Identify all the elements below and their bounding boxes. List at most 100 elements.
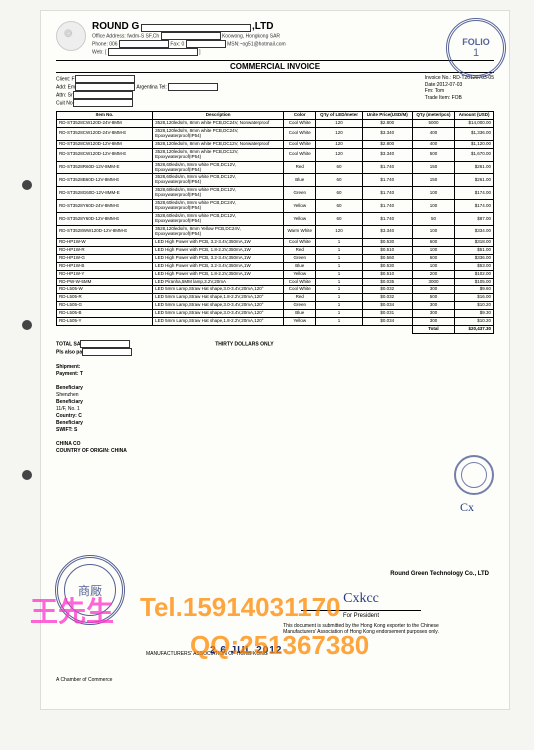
footer-block: TOTAL SA THIRTY DOLLARS ONLY Pls also pa… xyxy=(56,340,494,455)
table-cell: 60 xyxy=(316,200,362,213)
table-cell: Yellow xyxy=(284,318,316,326)
table-cell: 3528,120leds/m, 8mm white PCB,DC24V, Non… xyxy=(153,119,284,127)
table-cell: $336.00 xyxy=(455,254,494,262)
table-cell: RD-ST3528CW120D-12V-8MM-E xyxy=(57,148,153,161)
table-cell: LED 5mm Lamp,Straw Hat shape,1.8-2.2V,20… xyxy=(153,294,284,302)
shenzhen-line: Shenzhen xyxy=(56,392,494,399)
col-header: Color xyxy=(284,112,316,120)
table-cell: 50 xyxy=(412,213,454,226)
table-cell: 3528,120leds/m, 8mm white PCB,DC12V, Epo… xyxy=(153,148,284,161)
table-cell: $1,336.00 xyxy=(455,127,494,140)
folio-label: FOLIO xyxy=(462,37,490,47)
total-say-label: TOTAL SA xyxy=(56,341,80,347)
table-cell: Green xyxy=(284,254,316,262)
table-cell: RD-ST3528WW120D-12V-8MM-E xyxy=(57,225,153,238)
table-cell: Blue xyxy=(284,262,316,270)
col-header: Description xyxy=(153,112,284,120)
table-cell: Cool White xyxy=(284,119,316,127)
table-cell: Cool White xyxy=(284,140,316,148)
document-title: COMMERCIAL INVOICE xyxy=(56,60,494,73)
total-amount: $20,437.30 xyxy=(455,326,494,334)
table-cell: $2.800 xyxy=(362,140,412,148)
table-cell: $87.00 xyxy=(455,213,494,226)
table-cell: $9.60 xyxy=(455,286,494,294)
table-cell: $261.00 xyxy=(455,161,494,174)
table-row: RD-ST3528CW120D-12V-8MM-E3528,120leds/m,… xyxy=(57,148,494,161)
argentina-tel: Argentina Tel: xyxy=(136,84,166,90)
table-row: RD-HP1W-RLED High Power with PCB, 1.8-2.… xyxy=(57,246,494,254)
table-cell: 3528,120leds/m, 8mm white PCB,DC12V, Non… xyxy=(153,140,284,148)
table-cell: 500 xyxy=(412,294,454,302)
table-cell: RD-ST3528Y60D-24V-8MM-E xyxy=(57,200,153,213)
table-cell: $1.740 xyxy=(362,174,412,187)
cuit-label: Cuit No xyxy=(56,100,73,106)
table-cell: Green xyxy=(284,302,316,310)
table-cell: RD-HP1W-B xyxy=(57,262,153,270)
table-cell: RD-ST3528Y60D-12V-8MM-E xyxy=(57,213,153,226)
date-label: Date: xyxy=(425,82,437,88)
small-stamp xyxy=(454,455,494,495)
table-cell: $16.00 xyxy=(455,294,494,302)
table-cell: LED 5mm Lamp,Straw Hat shape,3.0-3.4V,20… xyxy=(153,310,284,318)
beneficiary-bank-label: Beneficiary xyxy=(56,420,83,426)
phone-label: Phone: 006 xyxy=(92,41,118,47)
col-header: Q'ty of LED/meter xyxy=(316,112,362,120)
table-cell: 3528,60leds/m, 8mm white PCB,DC12V, Epox… xyxy=(153,187,284,200)
table-cell: 3528,120leds/m, 8mm white PCB,DC24V, Epo… xyxy=(153,127,284,140)
swift-label: SWIFT: S xyxy=(56,427,77,433)
table-cell: RD-HP1W-R xyxy=(57,246,153,254)
table-cell: Cool White xyxy=(284,127,316,140)
table-cell: 500 xyxy=(412,148,454,161)
table-cell: 100 xyxy=(412,246,454,254)
table-cell: 3528,60leds/m, 8mm white PCB,DC12V, Epox… xyxy=(153,161,284,174)
table-cell: 1 xyxy=(316,310,362,318)
initial-mark: Cx xyxy=(460,500,474,515)
table-cell: $51.00 xyxy=(455,246,494,254)
table-cell: LED High Power with PCB, 1.8-2.2V,350mA,… xyxy=(153,246,284,254)
table-row: RD-HP1W-GLED High Power with PCB, 3.2-3.… xyxy=(57,254,494,262)
table-cell: Blue xyxy=(284,174,316,187)
table-cell: LED 5mm Lamp,Straw Hat shape,3.0-3.4V,20… xyxy=(153,286,284,294)
table-cell: Cool White xyxy=(284,238,316,246)
table-cell: RD-ST3528CW120D-24V-8MM-E xyxy=(57,127,153,140)
trade-term: FOB xyxy=(452,95,462,101)
add-label: Add: Em xyxy=(56,84,75,90)
table-cell: 300 xyxy=(412,318,454,326)
table-cell: Yellow xyxy=(284,213,316,226)
watermark-tel: Tel.15914031170 xyxy=(140,592,340,623)
table-cell: 120 xyxy=(316,119,362,127)
table-cell: RD-ST3528R60D-12V-8MM-E xyxy=(57,161,153,174)
table-cell: 120 xyxy=(316,140,362,148)
table-cell: 1 xyxy=(316,278,362,286)
table-cell: 3528,60leds/m, 8mm white PCB,DC12V, Epox… xyxy=(153,174,284,187)
table-cell: Red xyxy=(284,294,316,302)
table-cell: $334.00 xyxy=(455,225,494,238)
shipment-label: Shipment: xyxy=(56,364,80,370)
addr-line2: Koowong, Hongkong SAR xyxy=(222,33,280,39)
table-cell: LED High Power with PCB, 3.2-3.4V,350mA,… xyxy=(153,262,284,270)
table-cell: $0.510 xyxy=(362,270,412,278)
table-row: RD-L505-BLED 5mm Lamp,Straw Hat shape,3.… xyxy=(57,310,494,318)
table-cell: Red xyxy=(284,161,316,174)
table-cell: $9.30 xyxy=(455,310,494,318)
beneficiary-label: Beneficiary xyxy=(56,385,83,391)
table-cell: Warm White xyxy=(284,225,316,238)
table-cell: $102.00 xyxy=(455,270,494,278)
col-header: Amount (USD) xyxy=(455,112,494,120)
payment-label: Payment: T xyxy=(56,371,83,377)
table-cell: 400 xyxy=(412,127,454,140)
table-cell: RD-L505-B xyxy=(57,310,153,318)
table-cell: $261.00 xyxy=(455,174,494,187)
thirty-dollars: THIRTY DOLLARS ONLY xyxy=(215,341,273,347)
table-cell: 1 xyxy=(316,262,362,270)
table-cell: $2.800 xyxy=(362,119,412,127)
table-cell: 100 xyxy=(412,187,454,200)
table-cell: 200 xyxy=(412,270,454,278)
table-cell: 3528,120leds/m, 8mm Yellow PCB,DC24V, Ep… xyxy=(153,225,284,238)
company-name-suffix: ,LTD xyxy=(252,21,273,32)
folio-number: 1 xyxy=(473,47,479,59)
pls-label: Pls also pa xyxy=(56,350,82,356)
table-row: RD-ST3528B60D-12V-8MM-E3528,60leds/m, 8m… xyxy=(57,174,494,187)
table-cell: 1 xyxy=(316,302,362,310)
invoice-date: 2012-07-03 xyxy=(437,82,463,88)
